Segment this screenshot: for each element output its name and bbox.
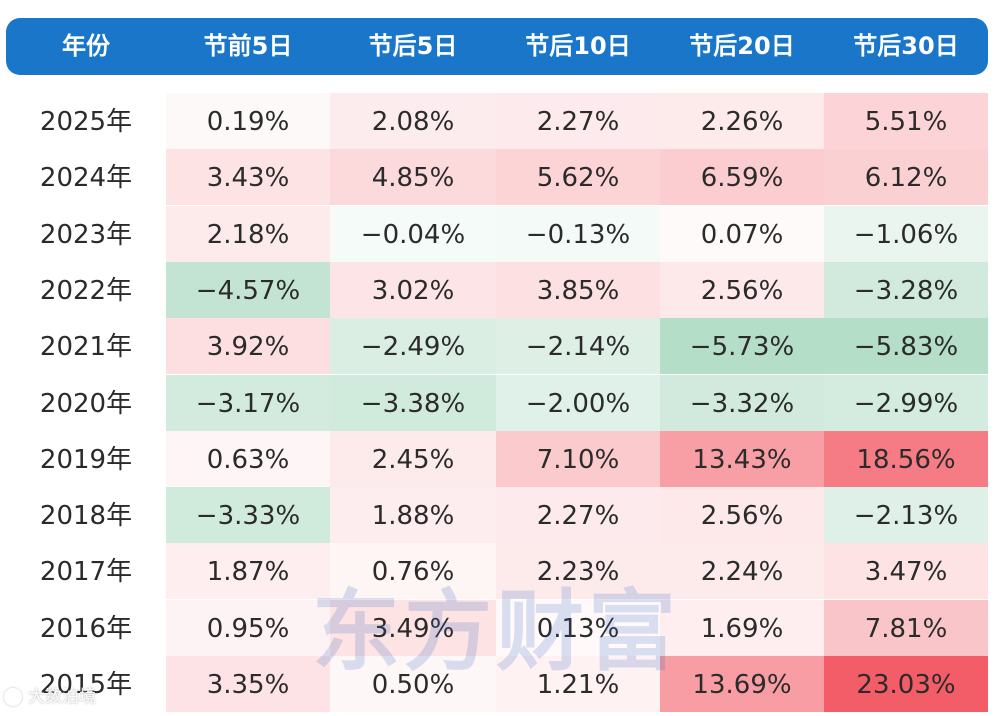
value-cell: −2.49% xyxy=(330,318,496,375)
year-cell: 2021年 xyxy=(39,332,133,363)
table-row: 2020年 −3.17% −3.38% −2.00% −3.32% −2.99% xyxy=(0,374,1000,431)
value-cell: 2.56% xyxy=(660,261,824,318)
value-cell: 7.10% xyxy=(496,430,660,487)
value-cell: 7.81% xyxy=(824,599,988,656)
value-cell: 3.35% xyxy=(166,656,330,712)
value-cell: 1.87% xyxy=(166,543,330,600)
year-cell: 2017年 xyxy=(39,557,133,588)
value-cell: 0.19% xyxy=(166,93,330,149)
value-cell: 2.23% xyxy=(496,543,660,600)
table-row: 2021年 3.92% −2.49% −2.14% −5.73% −5.83% xyxy=(0,318,1000,375)
column-header: 节后20日 xyxy=(689,32,795,60)
value-cell: 5.51% xyxy=(824,93,988,149)
value-cell: 23.03% xyxy=(824,656,988,712)
column-header: 年份 xyxy=(62,32,110,60)
value-cell: −2.00% xyxy=(496,374,660,431)
value-cell: 6.59% xyxy=(660,149,824,206)
year-cell: 2024年 xyxy=(39,163,133,194)
column-header: 节后30日 xyxy=(853,32,959,60)
source-stamp: 大数泊境 xyxy=(4,684,96,710)
value-cell: 2.18% xyxy=(166,205,330,262)
value-cell: 6.12% xyxy=(824,149,988,206)
year-cell: 2015年 xyxy=(39,670,133,700)
value-cell: −4.57% xyxy=(166,261,330,318)
value-cell: −3.33% xyxy=(166,487,330,544)
value-cell: 13.43% xyxy=(660,430,824,487)
value-cell: 3.47% xyxy=(824,543,988,600)
table-row: 2017年 1.87% 0.76% 2.23% 2.24% 3.47% xyxy=(0,543,1000,600)
table-header: 年份 节前5日 节后5日 节后10日 节后20日 节后30日 xyxy=(6,18,988,75)
value-cell: 4.85% xyxy=(330,149,496,206)
value-cell: −2.14% xyxy=(496,318,660,375)
value-cell: 3.85% xyxy=(496,261,660,318)
value-cell: 1.88% xyxy=(330,487,496,544)
value-cell: 0.76% xyxy=(330,543,496,600)
value-cell: 2.56% xyxy=(660,487,824,544)
value-cell: −0.04% xyxy=(330,205,496,262)
value-cell: 2.24% xyxy=(660,543,824,600)
year-cell: 2018年 xyxy=(39,501,133,532)
column-header: 节前5日 xyxy=(203,32,293,60)
year-cell: 2025年 xyxy=(39,107,133,137)
value-cell: 5.62% xyxy=(496,149,660,206)
value-cell: 2.08% xyxy=(330,93,496,149)
year-cell: 2023年 xyxy=(39,219,133,250)
table-row: 2016年 0.95% 3.49% 0.13% 1.69% 7.81% xyxy=(0,599,1000,656)
value-cell: 2.27% xyxy=(496,93,660,149)
value-cell: 0.50% xyxy=(330,656,496,712)
value-cell: 3.92% xyxy=(166,318,330,375)
year-cell: 2022年 xyxy=(39,275,133,306)
column-header: 节后10日 xyxy=(525,32,631,60)
column-header: 节后5日 xyxy=(368,32,458,60)
value-cell: −3.17% xyxy=(166,374,330,431)
stamp-text: 大数泊境 xyxy=(28,687,96,707)
value-cell: 18.56% xyxy=(824,430,988,487)
value-cell: −1.06% xyxy=(824,205,988,262)
value-cell: −5.83% xyxy=(824,318,988,375)
table-row: 2018年 −3.33% 1.88% 2.27% 2.56% −2.13% xyxy=(0,487,1000,544)
table-row: 2022年 −4.57% 3.02% 3.85% 2.56% −3.28% xyxy=(0,261,1000,318)
table-row: 2025年 0.19% 2.08% 2.27% 2.26% 5.51% xyxy=(0,93,1000,149)
value-cell: 2.45% xyxy=(330,430,496,487)
value-cell: 1.21% xyxy=(496,656,660,712)
table-row: 2015年 3.35% 0.50% 1.21% 13.69% 23.03% xyxy=(0,656,1000,712)
table-row: 2024年 3.43% 4.85% 5.62% 6.59% 6.12% xyxy=(0,149,1000,206)
value-cell: −3.28% xyxy=(824,261,988,318)
value-cell: −3.38% xyxy=(330,374,496,431)
value-cell: 0.13% xyxy=(496,600,660,656)
year-cell: 2016年 xyxy=(39,613,133,644)
value-cell: 0.63% xyxy=(166,430,330,487)
table-row: 2023年 2.18% −0.04% −0.13% 0.07% −1.06% xyxy=(0,205,1000,262)
table-row: 2019年 0.63% 2.45% 7.10% 13.43% 18.56% xyxy=(0,430,1000,487)
year-cell: 2019年 xyxy=(39,444,133,475)
value-cell: −0.13% xyxy=(496,205,660,262)
value-cell: −3.32% xyxy=(660,374,824,431)
value-cell: 3.02% xyxy=(330,261,496,318)
value-cell: −2.13% xyxy=(824,487,988,544)
value-cell: −5.73% xyxy=(660,318,824,375)
value-cell: 3.43% xyxy=(166,149,330,206)
value-cell: 2.27% xyxy=(496,487,660,544)
value-cell: −2.99% xyxy=(824,374,988,431)
value-cell: 13.69% xyxy=(660,656,824,712)
year-cell: 2020年 xyxy=(39,388,133,419)
value-cell: 1.69% xyxy=(660,599,824,656)
value-cell: 3.49% xyxy=(330,599,496,656)
value-cell: 0.95% xyxy=(166,599,330,656)
value-cell: 2.26% xyxy=(660,93,824,149)
value-cell: 0.07% xyxy=(660,206,824,262)
stamp-icon xyxy=(4,688,22,706)
